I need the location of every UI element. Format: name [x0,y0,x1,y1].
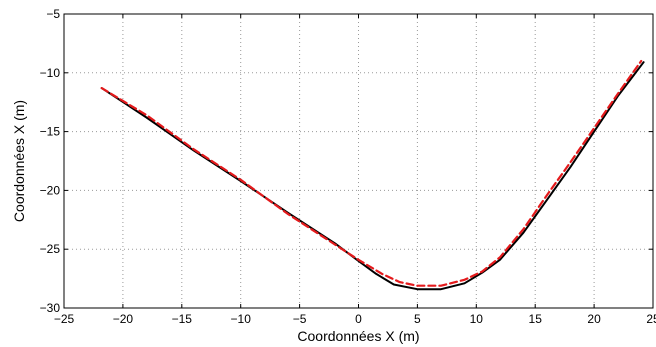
y-tick-label: −15 [40,125,61,139]
y-tick-label: −5 [46,7,60,21]
series-line-solid [100,61,645,291]
x-tick-label: 5 [414,312,421,326]
x-tick-label: −10 [231,312,252,326]
y-axis: −30 −25 −20 −15 −10 −5 [40,7,653,315]
series-layer [100,59,645,291]
grid [64,14,653,308]
y-tick-label: −10 [40,66,61,80]
x-axis: −25 −20 −15 −10 −5 0 5 10 15 20 25 [54,14,656,326]
series-line-dashed [100,59,643,287]
x-tick-label: −20 [113,312,134,326]
x-tick-label: −5 [293,312,307,326]
x-tick-label: 25 [646,312,656,326]
x-tick-label: −25 [54,312,75,326]
x-axis-title: Coordonnées X (m) [297,328,419,344]
x-tick-label: −15 [172,312,193,326]
x-tick-label: 20 [587,312,601,326]
x-tick-label: 10 [470,312,484,326]
y-tick-label: −25 [40,242,61,256]
x-tick-label: 15 [529,312,543,326]
y-tick-label: −20 [40,183,61,197]
x-tick-label: 0 [355,312,362,326]
y-tick-label: −30 [40,301,61,315]
y-axis-title: Coordonnées X (m) [11,100,27,222]
